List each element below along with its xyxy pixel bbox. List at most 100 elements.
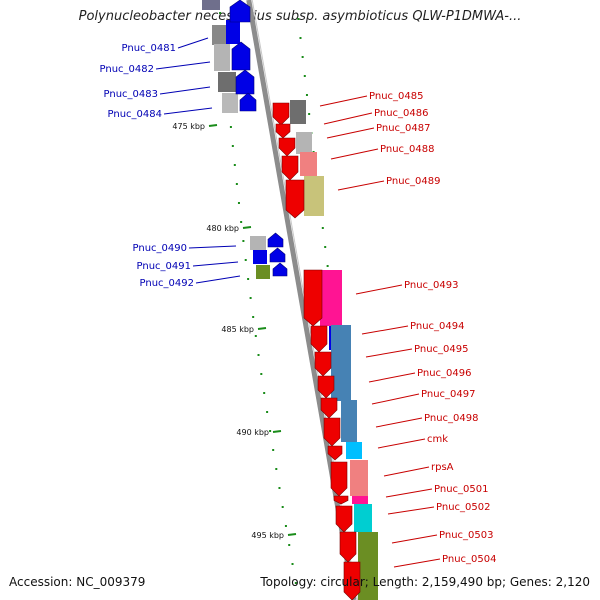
plus-strand-gene — [278, 137, 296, 157]
cog-block — [212, 25, 226, 45]
label-leader-line — [368, 372, 416, 383]
guide-dot — [301, 56, 304, 58]
guide-dot — [308, 113, 311, 115]
cog-block — [354, 504, 372, 532]
gene-label-minus: Pnuc_0481 — [122, 43, 176, 54]
label-leader-line — [337, 180, 385, 191]
cog-block — [341, 400, 357, 442]
kbp-tick-label: 495 kbp — [251, 531, 284, 540]
feature-blocks-layer — [202, 0, 378, 600]
guide-dot — [266, 411, 269, 413]
kbp-tick-label: 480 kbp — [206, 224, 239, 233]
cog-block — [320, 270, 342, 326]
kbp-tick-mark — [242, 226, 252, 229]
label-leader-line — [355, 284, 403, 295]
guide-dot — [229, 126, 232, 128]
cog-block — [256, 265, 270, 279]
cog-block — [350, 460, 368, 496]
kbp-ticks-layer: 475 kbp 480 kbp 485 kbp 490 kbp 495 kbp — [172, 122, 297, 540]
plus-strand-gene — [314, 351, 332, 377]
guide-dot — [254, 335, 257, 337]
plus-strand-gene — [327, 445, 343, 461]
gene-label-minus: Pnuc_0491 — [137, 261, 191, 272]
gene-label-plus: Pnuc_0494 — [410, 321, 464, 332]
guide-dot — [257, 354, 260, 356]
label-leader-line — [326, 127, 375, 139]
label-leader-line — [391, 534, 438, 544]
label-leader-line — [155, 61, 211, 70]
cog-block — [253, 250, 267, 264]
genome-stats-text: Topology: circular; Length: 2,159,490 bp… — [260, 575, 590, 589]
kbp-tick-label: 475 kbp — [172, 122, 205, 131]
label-leader-line — [195, 275, 241, 284]
guide-dot — [324, 246, 327, 248]
plus-strand-gene — [272, 102, 290, 126]
label-leader-line — [385, 488, 433, 498]
guide-dot — [278, 487, 281, 489]
label-leader-line — [393, 558, 441, 568]
cog-block — [346, 442, 362, 459]
gene-label-plus: Pnuc_0488 — [380, 144, 434, 155]
minus-strand-gene — [239, 92, 257, 112]
kbp-tick-mark — [257, 327, 267, 330]
guide-dot — [288, 544, 291, 546]
gene-label-plus: rpsA — [431, 462, 454, 473]
label-leader-line — [192, 261, 239, 267]
label-leader-line — [375, 417, 423, 428]
cog-block — [296, 132, 312, 154]
guide-dot — [247, 278, 250, 280]
gene-label-plus: Pnuc_0496 — [417, 368, 471, 379]
plus-strand-gene — [317, 375, 335, 399]
label-leader-line — [188, 245, 237, 249]
gene-label-plus: Pnuc_0493 — [404, 280, 458, 291]
plus-strand-gene — [333, 495, 349, 505]
label-leader-line — [377, 438, 426, 449]
guide-dot — [275, 468, 278, 470]
gene-label-minus: Pnuc_0482 — [100, 64, 154, 75]
plus-strand-gene — [339, 531, 357, 563]
minus-strand-gene — [267, 232, 284, 248]
label-leader-line — [383, 466, 430, 477]
gene-label-plus: Pnuc_0495 — [414, 344, 468, 355]
guide-dot — [297, 18, 300, 20]
gene-label-plus: Pnuc_0485 — [369, 91, 423, 102]
plus-strand-gene — [323, 417, 341, 447]
gene-labels-layer: Pnuc_0481 Pnuc_0482 Pnuc_0483 Pnuc_0484 Pnuc… — [100, 37, 496, 568]
cog-block — [214, 44, 230, 71]
plus-strand-gene — [320, 397, 338, 419]
minus-strand-gene — [269, 247, 286, 263]
plus-strand-gene — [343, 561, 361, 600]
cog-block — [358, 532, 378, 600]
minus-strand-gene — [235, 69, 255, 95]
guide-dot — [242, 240, 245, 242]
map-title: Polynucleobacter necessarius subsp. asym… — [78, 9, 522, 24]
guide-dot — [240, 221, 243, 223]
guide-dot — [219, 12, 222, 14]
kbp-tick-mark — [287, 533, 297, 536]
cog-block — [304, 176, 324, 216]
plus-strand-gene — [285, 179, 305, 219]
kbp-tick-label: 490 kbp — [236, 428, 269, 437]
guide-dot — [233, 164, 236, 166]
plus-strand-gene — [303, 269, 323, 327]
cog-block — [250, 236, 266, 250]
guide-dot — [272, 449, 275, 451]
cog-block — [300, 152, 317, 176]
kbp-tick-label: 485 kbp — [221, 325, 254, 334]
gene-label-plus: Pnuc_0486 — [374, 108, 428, 119]
gene-label-plus: Pnuc_0502 — [436, 502, 490, 513]
guide-dot — [260, 373, 263, 375]
label-leader-line — [361, 325, 409, 335]
guide-dot — [263, 392, 266, 394]
gene-label-plus: Pnuc_0487 — [376, 123, 430, 134]
guide-dot — [235, 183, 238, 185]
gene-label-plus: Pnuc_0498 — [424, 413, 478, 424]
minus-strand-gene — [231, 41, 251, 71]
label-leader-line — [163, 107, 213, 115]
gene-label-plus: cmk — [427, 434, 448, 445]
label-leader-line — [365, 348, 413, 358]
gene-label-minus: Pnuc_0483 — [104, 89, 158, 100]
guide-dot — [281, 506, 284, 508]
guide-dot — [303, 75, 306, 77]
